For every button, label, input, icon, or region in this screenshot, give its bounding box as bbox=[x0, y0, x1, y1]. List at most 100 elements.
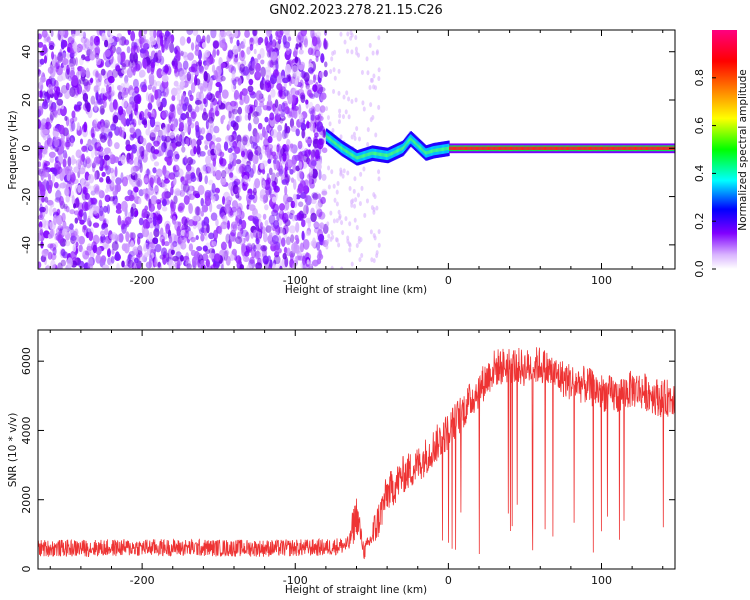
spectrogram-noise-cell bbox=[109, 140, 113, 147]
spectrogram-noise-cell bbox=[111, 248, 115, 255]
spectrogram-signal-core bbox=[551, 146, 554, 150]
spectrogram-noise-cell bbox=[187, 52, 194, 61]
spectrogram-noise-cell bbox=[73, 41, 78, 53]
spectrogram-noise-cell bbox=[337, 90, 341, 96]
spectrogram-noise-cell bbox=[310, 114, 315, 122]
spectrogram-noise-cell bbox=[201, 35, 206, 43]
spectrogram-signal-core bbox=[407, 140, 410, 144]
spectrogram-noise-cell bbox=[54, 146, 59, 152]
spectrogram-noise-cell bbox=[308, 176, 312, 186]
spectrogram-noise-cell bbox=[289, 118, 295, 129]
spectrogram-noise-cell bbox=[160, 110, 167, 120]
spectrogram-noise-cell bbox=[44, 204, 49, 215]
spectrogram-noise-cell bbox=[257, 122, 263, 130]
spectrogram-noise-cell bbox=[257, 168, 262, 176]
spectrogram-noise-cell bbox=[235, 159, 242, 165]
spectrogram-noise-cell bbox=[81, 153, 85, 162]
spectrogram-noise-cell bbox=[149, 242, 156, 249]
spectrogram-noise-cell bbox=[91, 132, 96, 139]
spectrogram-noise-cell bbox=[353, 136, 357, 142]
spectrogram-noise-cell bbox=[81, 248, 86, 256]
spectrogram-noise-cell bbox=[176, 93, 181, 102]
spectrogram-noise-cell bbox=[271, 196, 277, 203]
spectrogram-noise-cell bbox=[266, 30, 272, 37]
spectrogram-noise-cell bbox=[99, 122, 105, 133]
spectrogram-noise-cell bbox=[227, 49, 234, 59]
spectrogram-noise-cell bbox=[176, 225, 181, 237]
spectrogram-noise-cell bbox=[275, 35, 283, 41]
spectrogram-signal-core bbox=[450, 146, 453, 150]
spectrogram-noise-cell bbox=[145, 220, 150, 229]
spectrogram-noise-cell bbox=[228, 112, 235, 122]
spectrogram-noise-cell bbox=[368, 42, 372, 48]
spectrogram-noise-cell bbox=[49, 88, 53, 95]
spectrogram-noise-cell bbox=[99, 235, 103, 244]
spectrogram-signal-core bbox=[536, 146, 538, 150]
spectrogram-noise-cell bbox=[187, 104, 193, 113]
spectrogram-noise-cell bbox=[130, 144, 137, 150]
spectrogram-noise-cell bbox=[195, 34, 202, 43]
spectrogram-signal-core bbox=[430, 149, 433, 154]
spectrogram-signal-core bbox=[504, 146, 506, 150]
spectrogram-noise-cell bbox=[354, 35, 358, 41]
spectrogram-noise-cell bbox=[304, 192, 308, 203]
spectrogram-noise-cell bbox=[274, 176, 278, 185]
spectrogram-noise-cell bbox=[346, 235, 350, 241]
spectrogram-signal-core bbox=[362, 154, 365, 158]
spectrogram-signal-core bbox=[532, 146, 535, 150]
spectrogram-noise-cell bbox=[203, 70, 208, 82]
spectrogram-noise-cell bbox=[229, 254, 235, 262]
spectrogram-noise-cell bbox=[271, 151, 277, 157]
spectrogram-noise-cell bbox=[160, 247, 168, 257]
spectrogram-noise-cell bbox=[285, 160, 292, 168]
spectrogram-noise-cell bbox=[69, 69, 75, 77]
spectrogram-noise-cell bbox=[286, 144, 290, 152]
spectrogram-noise-cell bbox=[250, 142, 255, 149]
spectrogram-noise-cell bbox=[89, 35, 94, 47]
spectrogram-noise-cell bbox=[111, 175, 115, 182]
spectrogram-signal-core bbox=[538, 146, 540, 150]
spectrogram-signal-core bbox=[416, 143, 419, 147]
spectrogram-signal-core bbox=[403, 144, 406, 149]
spectrogram-noise-cell bbox=[223, 249, 230, 257]
spectrogram-signal-core bbox=[466, 146, 469, 150]
spectrogram-signal-core bbox=[632, 146, 635, 150]
spectrogram-noise-cell bbox=[132, 101, 138, 112]
spectrogram-noise-cell bbox=[329, 68, 333, 74]
spectrogram-noise-cell bbox=[125, 118, 130, 127]
spectrogram-noise-cell bbox=[198, 65, 204, 72]
spectrogram-noise-cell bbox=[83, 181, 90, 187]
spectrogram-noise-cell bbox=[332, 218, 336, 224]
spectrogram-noise-cell bbox=[274, 41, 281, 52]
spectrogram-noise-cell bbox=[52, 207, 57, 214]
spectrogram-noise-cell bbox=[326, 238, 330, 244]
spectrogram-noise-cell bbox=[103, 39, 109, 48]
spectrogram-noise-cell bbox=[258, 228, 263, 239]
spectrogram-noise-cell bbox=[231, 70, 236, 81]
spectrogram-noise-cell bbox=[321, 129, 326, 138]
spectrogram-noise-cell bbox=[213, 253, 221, 262]
spectrogram-noise-cell bbox=[140, 36, 145, 42]
spectrogram-noise-cell bbox=[342, 168, 346, 174]
spectrogram-noise-cell bbox=[316, 208, 323, 218]
spectrogram-signal-core bbox=[597, 146, 600, 150]
spectrogram-noise-cell bbox=[281, 129, 287, 140]
spectrogram-noise-cell bbox=[276, 83, 283, 91]
spectrogram-noise-cell bbox=[347, 96, 351, 102]
spectrogram-signal-core bbox=[571, 146, 573, 150]
spectrogram-noise-cell bbox=[215, 218, 219, 227]
spectrogram-noise-cell bbox=[134, 42, 138, 49]
spectrogram-noise-cell bbox=[156, 135, 161, 145]
spectrogram-noise-cell bbox=[40, 84, 44, 91]
spectrogram-noise-cell bbox=[259, 221, 264, 231]
spectrogram-noise-cell bbox=[370, 257, 374, 263]
spectrogram-noise-cell bbox=[129, 52, 135, 63]
spectrogram-noise-cell bbox=[97, 73, 103, 83]
spectrogram-noise-cell bbox=[68, 63, 74, 69]
spectrogram-noise-cell bbox=[150, 252, 155, 259]
spectrogram-noise-cell bbox=[196, 245, 203, 252]
spectrogram-noise-cell bbox=[205, 132, 213, 142]
spectrogram-noise-cell bbox=[95, 254, 102, 264]
spectrogram-noise-cell bbox=[252, 111, 260, 117]
spectrogram-noise-cell bbox=[284, 256, 289, 268]
